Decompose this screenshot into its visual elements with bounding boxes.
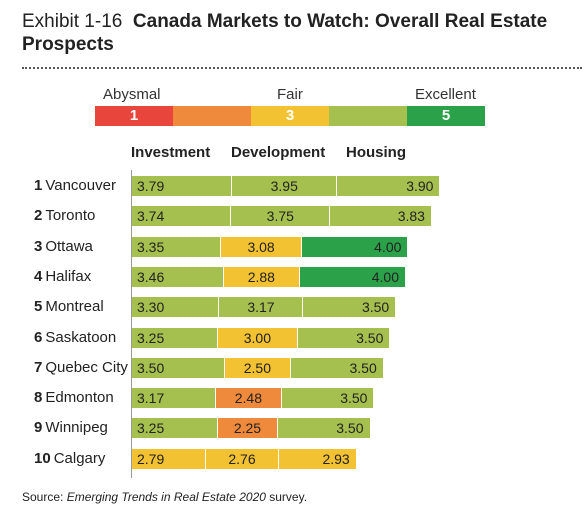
bar-development: 3.75 <box>231 206 331 227</box>
city-rank: 2 <box>34 207 43 225</box>
source-suffix: survey. <box>265 490 308 504</box>
source-prefix: Source: <box>22 490 67 504</box>
city-rank: 5 <box>34 298 43 316</box>
city-rank: 4 <box>34 267 43 285</box>
bar-investment: 3.17 <box>132 388 216 409</box>
bar-housing: 4.00 <box>302 236 409 257</box>
city-rank: 6 <box>34 328 43 346</box>
city-label: 1 Vancouver <box>34 177 116 194</box>
scale-label-high: Excellent <box>415 86 476 103</box>
city-name: Quebec City <box>45 358 128 376</box>
bar-development: 3.95 <box>232 176 338 196</box>
bar-housing: 2.93 <box>279 448 357 469</box>
city-name: Montreal <box>45 298 104 316</box>
chart-axis-line <box>131 170 132 478</box>
bar-housing: 3.83 <box>330 206 432 227</box>
bar-housing: 3.50 <box>281 388 375 409</box>
city-rank: 10 <box>34 449 51 467</box>
city-label: 9 Winnipeg <box>34 419 108 436</box>
bar-development: 2.25 <box>218 418 278 439</box>
title-text: Canada Markets to Watch: Overall Real Es… <box>22 11 548 55</box>
bar-investment: 3.50 <box>132 357 225 378</box>
bar-development: 2.50 <box>224 357 291 378</box>
column-header-development: Development <box>231 144 326 161</box>
scale-segment-2 <box>173 106 251 126</box>
city-label: 10 Calgary <box>34 450 105 467</box>
exhibit-number: Exhibit 1-16 <box>22 11 123 32</box>
city-rank: 9 <box>34 419 43 437</box>
column-header-housing: Housing <box>346 144 406 161</box>
city-label: 3 Ottawa <box>34 238 93 255</box>
bar-housing: 3.50 <box>297 327 391 348</box>
scale-label-low: Abysmal <box>103 86 161 103</box>
city-name: Toronto <box>45 207 96 225</box>
scale-segment-5: 5 <box>407 106 485 126</box>
city-name: Saskatoon <box>45 328 117 346</box>
bar-development: 3.17 <box>219 297 304 318</box>
bar-development: 2.48 <box>216 388 282 409</box>
bar-housing: 3.90 <box>337 176 441 196</box>
scale-segment-4 <box>329 106 407 126</box>
city-name: Winnipeg <box>45 419 108 437</box>
bar-investment: 3.46 <box>132 266 224 287</box>
column-header-investment: Investment <box>131 144 211 161</box>
bar-investment: 3.35 <box>132 236 221 257</box>
dotted-divider <box>22 67 582 69</box>
city-name: Edmonton <box>45 389 114 407</box>
source-note: Source: Emerging Trends in Real Estate 2… <box>22 490 307 504</box>
bar-investment: 3.30 <box>132 297 220 318</box>
scale-segment-1: 1 <box>95 106 173 126</box>
city-label: 5 Montreal <box>34 298 104 315</box>
scale-label-mid: Fair <box>277 86 303 103</box>
bar-investment: 3.79 <box>132 176 233 196</box>
bar-development: 3.00 <box>218 327 298 348</box>
city-label: 4 Halifax <box>34 268 91 285</box>
city-name: Vancouver <box>45 177 116 194</box>
chart-title: Exhibit 1-16 Canada Markets to Watch: Ov… <box>22 10 582 56</box>
city-name: Calgary <box>53 449 106 467</box>
bar-housing: 4.00 <box>300 266 406 287</box>
bar-development: 3.08 <box>220 236 303 257</box>
bar-development: 2.88 <box>223 266 300 287</box>
city-rank: 8 <box>34 389 43 407</box>
city-name: Ottawa <box>45 237 93 255</box>
bar-investment: 3.74 <box>132 206 232 227</box>
city-rank: 1 <box>34 177 43 194</box>
scale-segment-3: 3 <box>251 106 329 126</box>
bar-development: 2.76 <box>205 448 280 469</box>
bar-housing: 3.50 <box>291 357 384 378</box>
bar-investment: 2.79 <box>132 448 206 469</box>
city-name: Halifax <box>45 267 92 285</box>
city-label: 7 Quebec City <box>34 359 128 376</box>
city-label: 6 Saskatoon <box>34 329 116 346</box>
city-label: 8 Edmonton <box>34 389 114 406</box>
bar-housing: 3.50 <box>277 418 371 439</box>
city-rank: 7 <box>34 358 43 376</box>
bar-investment: 3.25 <box>132 418 219 439</box>
source-name: Emerging Trends in Real Estate 2020 <box>66 490 266 504</box>
city-rank: 3 <box>34 237 43 255</box>
bar-housing: 3.50 <box>303 297 397 318</box>
city-label: 2 Toronto <box>34 207 95 224</box>
bar-investment: 3.25 <box>132 327 219 348</box>
